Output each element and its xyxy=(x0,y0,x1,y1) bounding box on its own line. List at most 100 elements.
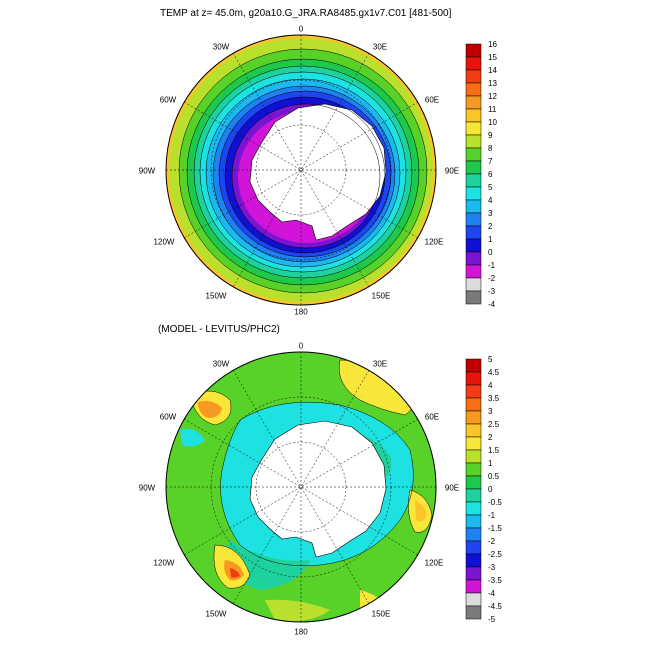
bottom-colorbar-tick-label: -2.5 xyxy=(488,550,502,559)
top-lon-30e: 30E xyxy=(372,42,388,52)
bottom-colorbar-swatch xyxy=(465,488,482,503)
top-colorbar-swatch xyxy=(465,212,482,227)
bottom-colorbar-tick-label: -4 xyxy=(488,589,496,598)
top-lon-150e: 150E xyxy=(371,291,391,301)
bottom-lon-120w: 120W xyxy=(153,558,175,568)
top-colorbar-swatch xyxy=(465,173,482,188)
bottom-colorbar-swatch xyxy=(465,592,482,607)
bottom-colorbar: 5 4.5 4 3.5 3 2.5 2 1.5 1 0.5 0 -0.5 -1 -1.5 -2 -2.5 -3 -… xyxy=(465,355,502,624)
bottom-colorbar-tick-label: 4.5 xyxy=(488,368,500,377)
top-colorbar-tick-label: 16 xyxy=(488,40,497,49)
bottom-colorbar-tick-label: 3 xyxy=(488,407,493,416)
bottom-colorbar-swatch xyxy=(465,436,482,451)
top-lon-60w: 60W xyxy=(159,95,177,105)
bottom-colorbar-swatch xyxy=(465,384,482,399)
bottom-colorbar-tick-label: -0.5 xyxy=(488,498,502,507)
bottom-colorbar-tick-label: -3.5 xyxy=(488,576,502,585)
bottom-lon-90e: 90E xyxy=(444,483,460,493)
bottom-colorbar-swatch xyxy=(465,527,482,542)
top-lon-90w: 90W xyxy=(138,166,156,176)
top-colorbar-swatch xyxy=(465,121,482,136)
top-colorbar-swatch xyxy=(465,69,482,84)
bottom-lon-150w: 150W xyxy=(205,609,227,619)
bottom-colorbar-swatch xyxy=(465,423,482,438)
top-colorbar-tick-label: 12 xyxy=(488,92,497,101)
bottom-colorbar-tick-label: 1.5 xyxy=(488,446,500,455)
bottom-colorbar-swatch xyxy=(465,371,482,386)
top-colorbar-swatch xyxy=(465,43,482,58)
top-colorbar-tick-label: 7 xyxy=(488,157,493,166)
top-colorbar-swatch xyxy=(465,95,482,110)
top-colorbar-swatch xyxy=(465,186,482,201)
bottom-colorbar-tick-label: -5 xyxy=(488,615,496,624)
bottom-colorbar-tick-label: 2 xyxy=(488,433,493,442)
top-lon-120e: 120E xyxy=(424,237,444,247)
bottom-colorbar-tick-label: 0 xyxy=(488,485,493,494)
bottom-colorbar-swatch xyxy=(465,449,482,464)
top-lon-180: 180 xyxy=(294,307,308,317)
top-colorbar-swatch xyxy=(465,251,482,266)
bottom-colorbar-tick-label: -2 xyxy=(488,537,496,546)
top-colorbar-tick-label: 5 xyxy=(488,183,493,192)
bottom-colorbar-swatch xyxy=(465,579,482,594)
bottom-colorbar-swatch xyxy=(465,462,482,477)
top-colorbar-swatch xyxy=(465,225,482,240)
bottom-colorbar-tick-label: -3 xyxy=(488,563,496,572)
bottom-colorbar-tick-label: -1.5 xyxy=(488,524,502,533)
bottom-colorbar-swatch xyxy=(465,566,482,581)
bottom-colorbar-tick-label: 3.5 xyxy=(488,394,500,403)
bottom-colorbar-swatch xyxy=(465,358,482,373)
top-colorbar-tick-label: 8 xyxy=(488,144,493,153)
top-colorbar-swatch xyxy=(465,160,482,175)
bottom-lon-90w: 90W xyxy=(138,483,156,493)
top-colorbar-tick-label: 4 xyxy=(488,196,493,205)
top-colorbar-swatch xyxy=(465,134,482,149)
top-colorbar-swatch xyxy=(465,199,482,214)
top-lon-60e: 60E xyxy=(424,95,440,105)
bottom-colorbar-swatch xyxy=(465,410,482,425)
top-colorbar-tick-label: 3 xyxy=(488,209,493,218)
top-colorbar-tick-label: 6 xyxy=(488,170,493,179)
top-colorbar-tick-label: 14 xyxy=(488,66,497,75)
top-colorbar-tick-label: 11 xyxy=(488,105,497,114)
top-map-border xyxy=(165,34,437,306)
bottom-colorbar-swatch xyxy=(465,553,482,568)
bottom-colorbar-tick-label: 0.5 xyxy=(488,472,500,481)
top-lon-120w: 120W xyxy=(153,237,175,247)
top-colorbar-tick-label: 9 xyxy=(488,131,493,140)
bottom-lon-30w: 30W xyxy=(212,359,230,369)
top-colorbar-swatch xyxy=(465,290,482,305)
bottom-lon-60w: 60W xyxy=(159,412,177,422)
bottom-map-fill xyxy=(166,352,436,622)
top-colorbar-tick-label: 10 xyxy=(488,118,497,127)
top-colorbar-swatch xyxy=(465,56,482,71)
antarctica-landmass xyxy=(249,103,387,241)
top-colorbar-tick-label: 15 xyxy=(488,53,497,62)
top-colorbar-tick-label: -4 xyxy=(488,300,496,309)
top-lon-90e: 90E xyxy=(444,166,460,176)
bottom-colorbar-swatch xyxy=(465,605,482,620)
bottom-lon-180: 180 xyxy=(294,627,308,637)
top-lon-0: 0 xyxy=(298,24,304,34)
top-colorbar-swatch xyxy=(465,277,482,292)
top-colorbar-swatch xyxy=(465,147,482,162)
top-colorbar-swatch xyxy=(465,82,482,97)
top-lon-30w: 30W xyxy=(212,42,230,52)
top-map-fill xyxy=(166,35,436,305)
top-colorbar-tick-label: -3 xyxy=(488,287,496,296)
bottom-lon-0: 0 xyxy=(298,341,304,351)
bottom-colorbar-tick-label: 2.5 xyxy=(488,420,500,429)
top-colorbar-tick-label: 13 xyxy=(488,79,497,88)
bottom-colorbar-swatch xyxy=(465,514,482,529)
top-panel-title: TEMP at z= 45.0m, g20a10.G_JRA.RA8485.gx… xyxy=(160,8,452,19)
antarctica-landmass-bottom xyxy=(249,420,387,558)
bottom-colorbar-tick-label: 5 xyxy=(488,355,493,364)
top-colorbar-tick-label: 0 xyxy=(488,248,493,257)
bottom-colorbar-tick-label: -4.5 xyxy=(488,602,502,611)
top-colorbar-tick-label: -2 xyxy=(488,274,496,283)
top-colorbar-swatch xyxy=(465,264,482,279)
bottom-colorbar-swatch xyxy=(465,397,482,412)
bottom-map-border xyxy=(165,351,437,623)
top-colorbar-tick-label: 2 xyxy=(488,222,493,231)
